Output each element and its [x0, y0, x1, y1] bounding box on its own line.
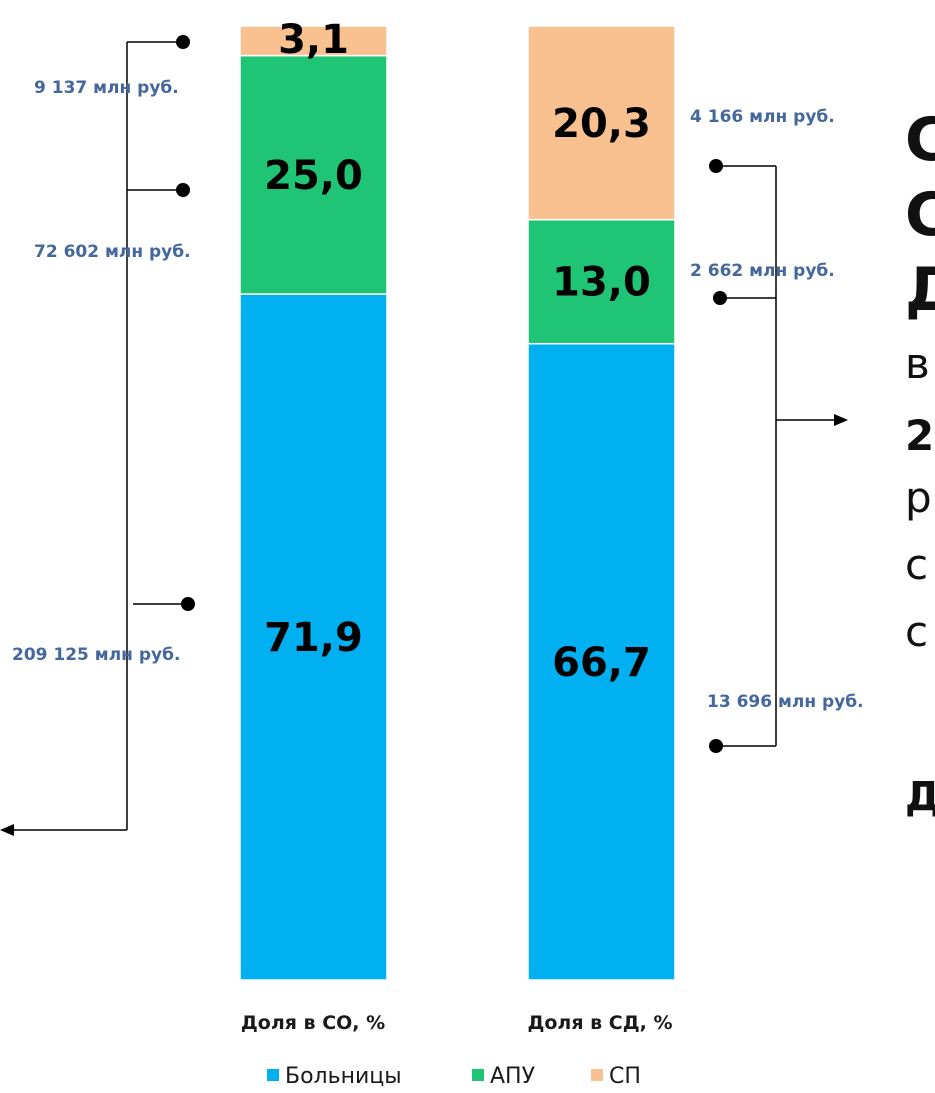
- right-text-line-7: с: [905, 540, 928, 589]
- right-annotation-1: 4 166 млн руб.: [690, 107, 835, 127]
- right-text-line-5: 2: [905, 411, 934, 460]
- segment-labels-layer: 71,9 25,0 3,1 66,7 13,0 20,3: [264, 17, 651, 686]
- legend-swatch-sp: [591, 1069, 603, 1081]
- bar-segment-apu-2: [527, 218, 676, 345]
- right-cropped-text: С С Д в 2 р с с Д: [905, 105, 935, 820]
- right-annotation-2: 2 662 млн руб.: [690, 261, 835, 281]
- right-annotation-3: 13 696 млн руб.: [707, 692, 864, 712]
- left-dot-1: [176, 35, 190, 49]
- bar-segment-sp-1: [239, 25, 388, 57]
- right-arrow-head: [834, 414, 848, 426]
- right-dot-2: [713, 291, 727, 305]
- data-label-sp-2: 20,3: [552, 101, 651, 147]
- left-bracket: [8, 41, 188, 831]
- right-text-line-9: Д: [905, 774, 935, 820]
- legend-label-sp: СП: [609, 1064, 641, 1089]
- left-arrow-head: [0, 824, 14, 836]
- data-label-apu-2: 13,0: [552, 260, 651, 306]
- legend-label-hospitals: Больницы: [285, 1064, 402, 1089]
- left-dot-2: [176, 183, 190, 197]
- legend-label-apu: АПУ: [490, 1064, 536, 1089]
- data-label-sp-1: 3,1: [278, 17, 349, 63]
- bar-segment-sp-2: [527, 25, 676, 221]
- right-bracket: [716, 165, 838, 747]
- legend-swatch-hospitals: [267, 1069, 279, 1081]
- right-text-line-6: р: [905, 473, 932, 522]
- right-text-line-3: Д: [905, 255, 935, 325]
- left-annotation-2: 72 602 млн руб.: [34, 242, 191, 262]
- bar-segment-hospitals-2: [527, 342, 676, 981]
- right-text-line-2: С: [905, 180, 935, 250]
- left-dot-3: [181, 597, 195, 611]
- left-annotation-3: 209 125 млн руб.: [12, 645, 180, 665]
- right-text-line-8: с: [905, 607, 928, 656]
- bar-segment-hospitals-1: [239, 293, 388, 981]
- x-label-so: Доля в СО, %: [241, 1012, 385, 1034]
- data-label-hospitals-2: 66,7: [552, 640, 651, 686]
- right-text-line-4: в: [905, 339, 930, 388]
- data-label-apu-1: 25,0: [264, 153, 363, 199]
- right-dot-3: [709, 739, 723, 753]
- right-dot-1: [709, 159, 723, 173]
- legend: Больницы АПУ СП: [267, 1064, 641, 1089]
- bar-segment-apu-1: [239, 54, 388, 295]
- legend-swatch-apu: [472, 1069, 484, 1081]
- left-annotation-1: 9 137 млн руб.: [34, 78, 179, 98]
- right-text-line-1: С: [905, 105, 935, 175]
- x-label-sd: Доля в СД, %: [527, 1012, 672, 1034]
- data-label-hospitals-1: 71,9: [264, 615, 363, 661]
- bars-layer: [239, 25, 676, 981]
